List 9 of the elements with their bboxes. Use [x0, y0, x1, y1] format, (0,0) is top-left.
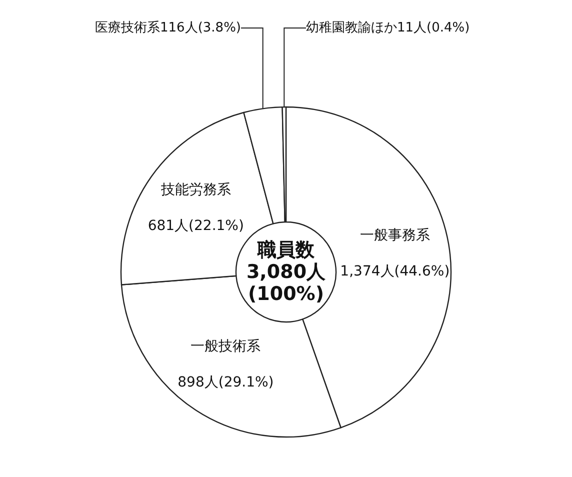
slice-label: 一般事務系 — [360, 227, 430, 244]
data-label: 898人(29.1%) — [178, 374, 274, 391]
text: 職員数 3,080人 (100%) — [246, 239, 327, 305]
slice-label: 技能労務系 — [160, 182, 231, 198]
data-label: 1,374人(44.6%) — [340, 263, 450, 280]
slice-label: 一般技術系 — [190, 338, 261, 355]
slice-label: 幼稚園教諭ほか11人(0.4%) — [306, 20, 470, 36]
slice-label: 医療技術系116人(3.8%) — [95, 20, 241, 36]
data-label: 681人(22.1%) — [148, 218, 244, 234]
